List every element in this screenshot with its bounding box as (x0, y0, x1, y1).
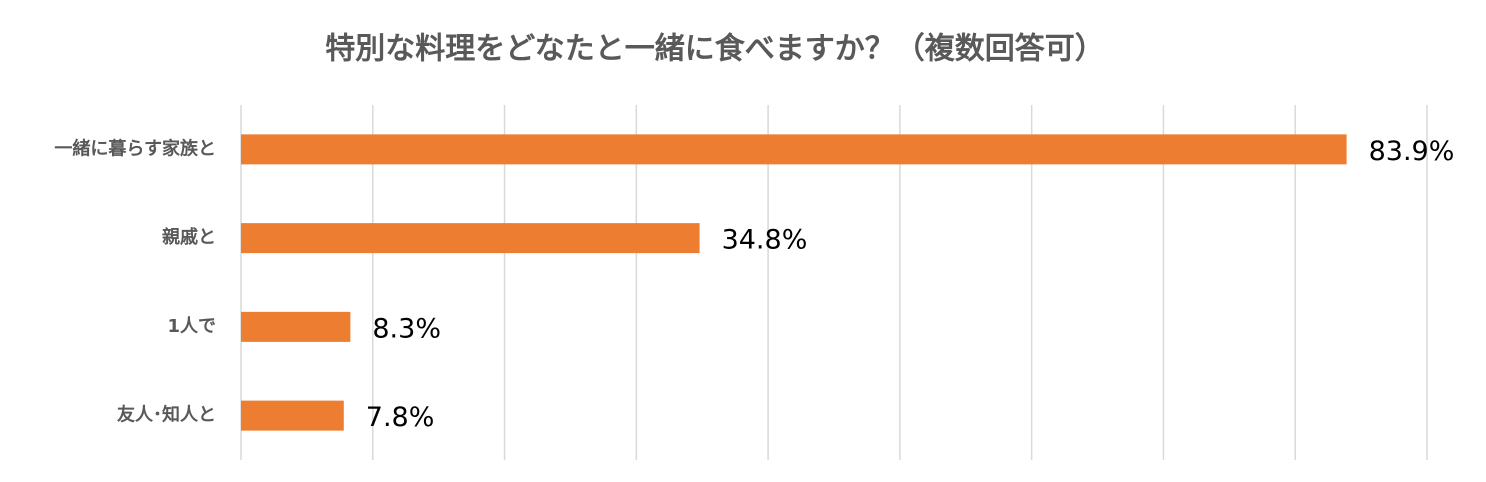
y-tick-label: 一緒に暮らす家族と (54, 137, 216, 159)
value-label: 83.9% (1369, 136, 1455, 167)
bar (241, 223, 700, 254)
value-label: 8.3% (372, 313, 441, 344)
bar (241, 134, 1347, 165)
value-label: 34.8% (722, 225, 808, 256)
y-tick-label: 1人で (167, 316, 216, 337)
bar (241, 400, 344, 431)
y-tick-label: 親戚と (162, 226, 216, 248)
chart-title: 特別な料理をどなたと一緒に食べますか？（複数回答可） (325, 32, 1104, 67)
bar (241, 311, 351, 342)
y-tick-label: 友人･知人と (117, 404, 216, 426)
value-label: 7.8% (366, 402, 435, 433)
